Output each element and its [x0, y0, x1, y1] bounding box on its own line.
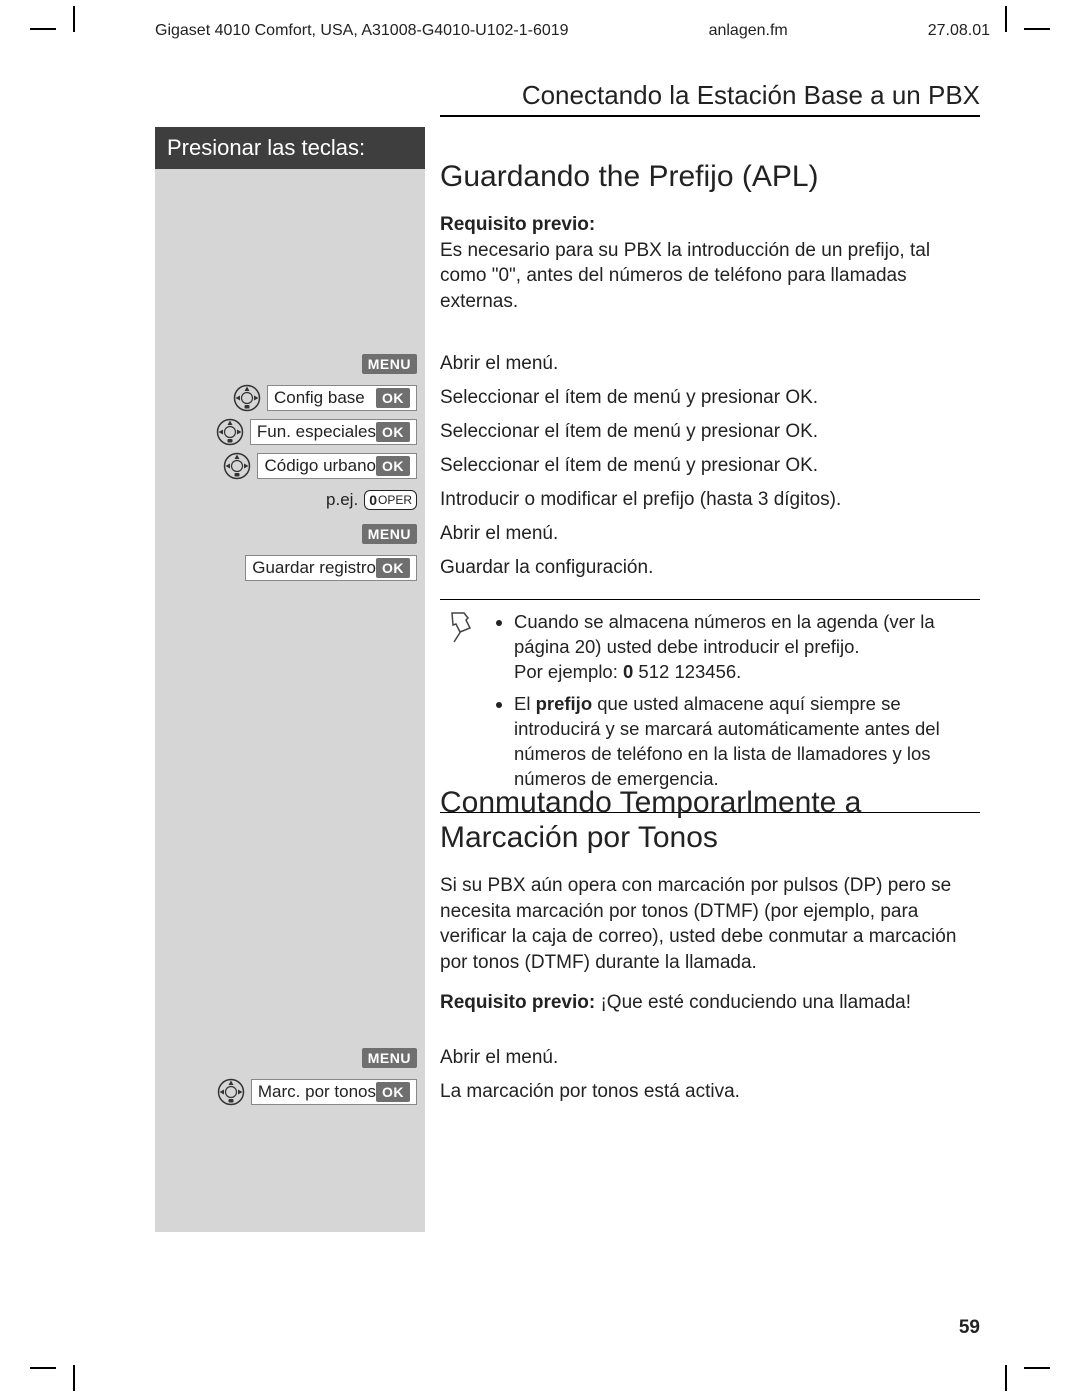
menu-item-box: Código urbanoOK [257, 453, 417, 479]
steps-section-1: MENUAbrir el menú.Config baseOKSeleccion… [440, 347, 980, 585]
step-left: MENU [155, 524, 425, 544]
crop-mark [73, 6, 75, 32]
menu-item-label: Marc. por tonos [258, 1082, 376, 1102]
nav-icon [216, 418, 244, 446]
menu-item-box: Config baseOK [267, 385, 417, 411]
crop-mark [1005, 1365, 1007, 1391]
menu-item-box: Fun. especialesOK [250, 419, 417, 445]
step-row: Marc. por tonosOKLa marcación por tonos … [440, 1075, 980, 1109]
pin-icon [446, 610, 486, 801]
step-left: Fun. especialesOK [155, 418, 425, 446]
steps-section-2: MENUAbrir el menú.Marc. por tonosOKLa ma… [440, 1041, 980, 1109]
doc-id: Gigaset 4010 Comfort, USA, A31008-G4010-… [155, 22, 569, 40]
menu-badge: MENU [362, 354, 417, 374]
step-description: Guardar la configuración. [440, 553, 980, 583]
ok-badge: OK [376, 1082, 410, 1102]
step-row: Guardar registroOKGuardar la configuraci… [440, 551, 980, 585]
step-row: Código urbanoOKSeleccionar el ítem de me… [440, 449, 980, 483]
menu-badge: MENU [362, 1048, 417, 1068]
step-left: Config baseOK [155, 384, 425, 412]
step-left: MENU [155, 1048, 425, 1068]
note-box: Cuando se almacena números en la agenda … [440, 599, 980, 814]
section-title: Conectando la Estación Base a un PBX [440, 80, 980, 117]
key-icon: 0OPER [364, 490, 417, 510]
step-description: Abrir el menú. [440, 519, 980, 549]
step-description: Abrir el menú. [440, 349, 980, 379]
step-description: Introducir o modificar el prefijo (hasta… [440, 485, 980, 515]
step-left: Guardar registroOK [155, 555, 425, 581]
step-left: MENU [155, 354, 425, 374]
menu-item-label: Config base [274, 388, 376, 408]
ok-badge: OK [376, 456, 410, 476]
step-row: MENUAbrir el menú. [440, 1041, 980, 1075]
requisito-2-label: Requisito previo: [440, 992, 595, 1013]
nav-icon [223, 452, 251, 480]
crop-mark [30, 28, 56, 30]
section-1-heading: Guardando the Prefijo (APL) [440, 160, 980, 194]
menu-item-label: Código urbano [264, 456, 376, 476]
section-2-heading: Conmutando Temporarlmente a Marcación po… [440, 786, 980, 855]
crop-mark [1005, 6, 1007, 32]
step-left: Marc. por tonosOK [155, 1078, 425, 1106]
running-header: Gigaset 4010 Comfort, USA, A31008-G4010-… [155, 22, 990, 40]
menu-item-box: Marc. por tonosOK [251, 1079, 417, 1105]
nav-icon [233, 384, 261, 412]
ok-badge: OK [376, 388, 410, 408]
requisito-2-text: ¡Que esté conduciendo una llamada! [595, 992, 911, 1013]
menu-item-label: Guardar registro [252, 558, 376, 578]
crop-mark [73, 1365, 75, 1391]
menu-item-label: Fun. especiales [257, 422, 376, 442]
step-row: Fun. especialesOKSeleccionar el ítem de … [440, 415, 980, 449]
left-column-title: Presionar las teclas: [155, 127, 425, 169]
step-row: Config baseOKSeleccionar el ítem de menú… [440, 381, 980, 415]
step-description: Seleccionar el ítem de menú y presionar … [440, 383, 980, 413]
ok-badge: OK [376, 422, 410, 442]
step-row: MENUAbrir el menú. [440, 347, 980, 381]
crop-mark [30, 1367, 56, 1369]
crop-mark [1024, 28, 1050, 30]
step-row: p.ej.0OPERIntroducir o modificar el pref… [440, 483, 980, 517]
requisito-label: Requisito previo: [440, 214, 595, 235]
step-left: Código urbanoOK [155, 452, 425, 480]
requisito-2: Requisito previo: ¡Que esté conduciendo … [440, 990, 980, 1016]
step-description: Abrir el menú. [440, 1043, 980, 1073]
header-date: 27.08.01 [928, 22, 990, 40]
step-description: Seleccionar el ítem de menú y presionar … [440, 417, 980, 447]
step-description: La marcación por tonos está activa. [440, 1077, 980, 1107]
section-1: Guardando the Prefijo (APL) Requisito pr… [440, 160, 980, 813]
menu-item-box: Guardar registroOK [245, 555, 417, 581]
note-item: El prefijo que usted almacene aquí siemp… [514, 692, 974, 792]
requisito-block: Requisito previo: Es necesario para su P… [440, 212, 980, 315]
section-2: Conmutando Temporarlmente a Marcación po… [440, 786, 980, 1109]
ok-badge: OK [376, 558, 410, 578]
section-2-body: Si su PBX aún opera con marcación por pu… [440, 873, 980, 976]
file-name: anlagen.fm [709, 22, 788, 40]
menu-badge: MENU [362, 524, 417, 544]
nav-icon [217, 1078, 245, 1106]
requisito-text: Es necesario para su PBX la introducción… [440, 240, 930, 312]
crop-mark [1024, 1367, 1050, 1369]
pe-label: p.ej. [326, 490, 358, 510]
step-description: Seleccionar el ítem de menú y presionar … [440, 451, 980, 481]
step-left: p.ej. 0OPER [155, 490, 425, 510]
note-list: Cuando se almacena números en la agenda … [496, 610, 974, 801]
note-item: Cuando se almacena números en la agenda … [514, 610, 974, 685]
page: Gigaset 4010 Comfort, USA, A31008-G4010-… [0, 0, 1080, 1397]
page-number: 59 [959, 1317, 980, 1339]
step-row: MENUAbrir el menú. [440, 517, 980, 551]
